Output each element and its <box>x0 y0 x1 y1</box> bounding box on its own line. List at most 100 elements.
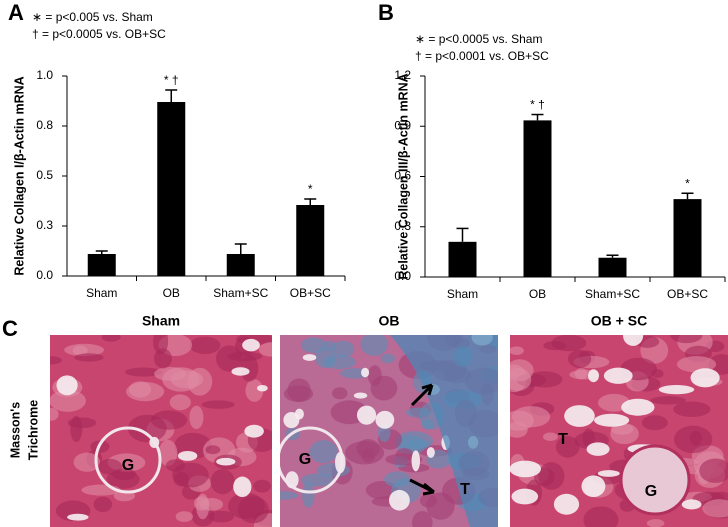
tissue-texture <box>205 445 221 455</box>
tissue-texture <box>301 337 327 353</box>
tissue-texture <box>245 379 264 402</box>
tissue-texture <box>542 432 558 441</box>
arrow <box>409 478 435 496</box>
y-tick-label: 0.9 <box>394 118 411 132</box>
tissue-texture <box>158 439 178 466</box>
bar <box>226 254 255 276</box>
y-tick-label: 1.2 <box>394 68 411 82</box>
lumen <box>511 488 539 505</box>
arrow <box>410 383 434 407</box>
tissue-texture <box>72 345 88 356</box>
tissue-texture <box>332 340 355 358</box>
tissue-texture <box>169 394 191 411</box>
error-bar <box>606 254 619 258</box>
lumen <box>603 367 633 384</box>
tissue-texture <box>583 506 619 527</box>
row-label: Masson's <box>8 402 22 459</box>
lumen <box>681 499 702 510</box>
lumen <box>67 513 89 521</box>
tissue-texture <box>258 342 272 357</box>
y-tick-label: 0.5 <box>36 168 53 182</box>
tissue-texture <box>538 462 565 490</box>
tissue-texture <box>287 378 311 402</box>
tissue-texture <box>405 439 430 449</box>
tissue-texture <box>208 510 235 523</box>
y-tick-label: 0.0 <box>36 268 53 282</box>
x-tick-label: OB+SC <box>667 287 708 301</box>
tissue-texture <box>419 493 437 508</box>
tissue-texture <box>150 410 188 430</box>
glomerulus <box>94 426 162 494</box>
error-bar <box>95 250 108 254</box>
tissue-texture <box>309 440 338 464</box>
tissue-texture <box>173 471 190 487</box>
significance-note: † = p<0.0005 vs. OB+SC <box>32 27 166 41</box>
tissue-texture <box>128 381 152 398</box>
structure-label: G <box>645 483 657 500</box>
tissue-texture <box>412 511 433 527</box>
lumen <box>594 413 630 427</box>
tissue-texture <box>50 389 86 412</box>
y-tick-label: 0.3 <box>36 218 53 232</box>
tissue-texture <box>193 496 210 511</box>
tissue-texture <box>189 336 221 355</box>
x-tick-label: OB <box>163 286 180 300</box>
row-label: Trichrome <box>26 400 40 460</box>
lumen <box>302 354 317 361</box>
tissue-texture <box>50 408 59 421</box>
tissue-texture <box>384 471 411 488</box>
lumen <box>375 410 395 429</box>
tissue-texture <box>555 436 580 458</box>
tissue-texture <box>380 353 395 364</box>
error-bar <box>531 113 544 121</box>
tissue-texture <box>189 405 204 430</box>
micrograph <box>510 335 728 527</box>
error-bar <box>165 89 178 102</box>
bar <box>448 241 477 277</box>
bar <box>673 199 702 277</box>
tissue-texture <box>73 452 101 472</box>
tissue-texture <box>93 496 113 513</box>
x-tick-label: OB <box>529 287 546 301</box>
tissue-texture <box>153 348 172 369</box>
micrograph <box>50 335 272 527</box>
lumen <box>426 447 435 458</box>
bar-annotation: * † <box>164 73 179 87</box>
x-tick-label: Sham <box>447 287 478 301</box>
panel-letter: A <box>8 0 24 25</box>
lumen <box>597 470 620 477</box>
x-tick-label: Sham+SC <box>213 286 268 300</box>
error-bar <box>456 227 469 242</box>
error-bar <box>234 243 247 254</box>
structure-label: G <box>122 457 134 474</box>
tissue-texture <box>70 415 83 443</box>
tissue-texture <box>332 387 348 400</box>
tissue-texture <box>124 367 163 377</box>
tissue-texture <box>646 519 665 527</box>
tissue-texture <box>210 469 235 495</box>
tissue-texture <box>641 415 668 431</box>
tissue-texture <box>356 439 380 459</box>
lumen <box>177 450 198 461</box>
lumen <box>690 368 720 388</box>
lumen <box>233 476 252 498</box>
bar <box>87 254 116 276</box>
lumen <box>658 384 695 395</box>
lumen <box>242 338 260 352</box>
bar-annotation: * <box>685 176 690 190</box>
lumen <box>256 384 268 392</box>
tissue-texture <box>322 355 356 370</box>
structure-label: T <box>460 481 470 498</box>
bar-annotation: * † <box>530 98 545 112</box>
lumen <box>216 457 236 466</box>
tissue-texture <box>650 396 687 405</box>
lumen <box>231 367 250 376</box>
tissue-texture <box>673 425 713 454</box>
micrograph <box>280 335 498 527</box>
image-title: OB <box>379 313 400 329</box>
lumen <box>588 369 599 383</box>
tissue-texture <box>74 353 104 362</box>
tissue-texture <box>216 345 243 372</box>
structure-label: G <box>299 451 311 468</box>
significance-note: ∗ = p<0.0005 vs. Sham <box>415 32 542 46</box>
